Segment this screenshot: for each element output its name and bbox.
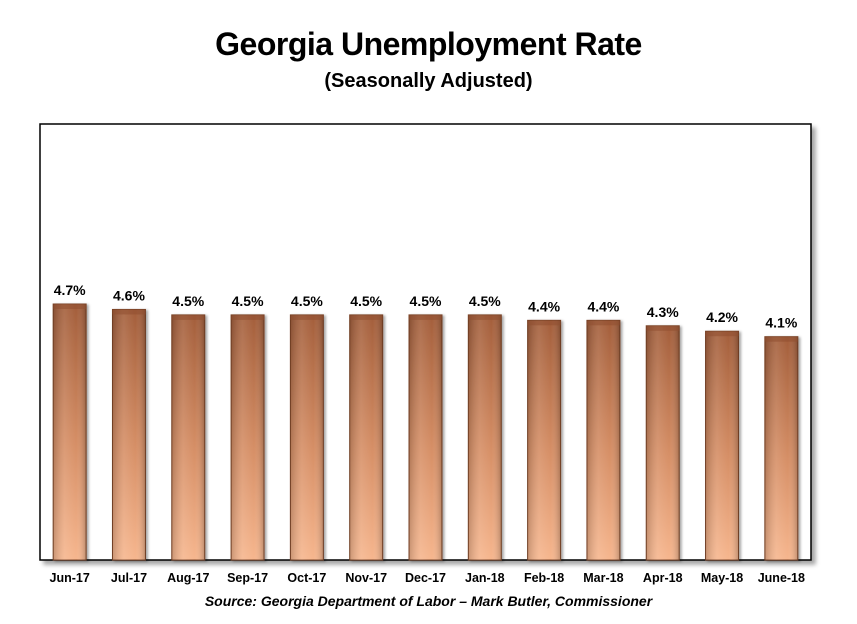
bar-shine xyxy=(112,309,146,560)
bar-shine xyxy=(171,314,205,560)
data-label-Apr-18: 4.3% xyxy=(647,304,679,320)
bar-cap xyxy=(764,336,798,342)
bar-Jul-17 xyxy=(111,308,146,561)
data-label-Nov-17: 4.5% xyxy=(350,293,382,309)
data-label-June-18: 4.1% xyxy=(765,315,797,331)
bar-cap xyxy=(112,309,146,315)
x-tick-label-Feb-18: Feb-18 xyxy=(524,571,564,585)
bar-shine xyxy=(53,304,87,560)
bar-shine xyxy=(349,314,383,560)
bar-cap xyxy=(53,304,87,309)
bar-Jun-17 xyxy=(52,303,87,561)
bar-cap xyxy=(646,325,680,331)
bar-Feb-18 xyxy=(527,319,562,561)
data-label-Dec-17: 4.5% xyxy=(410,293,442,309)
bar-May-18 xyxy=(705,330,740,561)
x-tick-label-Nov-17: Nov-17 xyxy=(345,571,387,585)
data-label-Aug-17: 4.5% xyxy=(172,293,204,309)
bar-cap xyxy=(349,314,383,320)
bar-Apr-18 xyxy=(645,325,680,561)
bar-Nov-17 xyxy=(349,314,384,561)
x-tick-label-Jan-18: Jan-18 xyxy=(465,571,505,585)
bar-shine xyxy=(409,314,442,560)
bar-shine xyxy=(646,325,680,560)
bar-Mar-18 xyxy=(586,319,621,561)
bar-Dec-17 xyxy=(408,314,443,561)
bar-cap xyxy=(527,320,561,326)
bar-shine xyxy=(764,336,798,560)
chart-title: Georgia Unemployment Rate xyxy=(215,26,642,62)
x-tick-label-Sep-17: Sep-17 xyxy=(227,571,268,585)
data-label-Jul-17: 4.6% xyxy=(113,287,145,303)
x-tick-label-Mar-18: Mar-18 xyxy=(583,571,623,585)
bar-shine xyxy=(231,314,265,560)
x-tick-label-Dec-17: Dec-17 xyxy=(405,571,446,585)
bar-shine xyxy=(468,314,502,560)
bar-cap xyxy=(586,320,620,326)
bar-shine xyxy=(290,314,324,560)
x-tick-label-Oct-17: Oct-17 xyxy=(287,571,326,585)
bar-cap xyxy=(468,314,502,320)
data-label-May-18: 4.2% xyxy=(706,309,738,325)
bar-Oct-17 xyxy=(289,314,324,561)
bar-June-18 xyxy=(764,336,799,561)
data-label-Sep-17: 4.5% xyxy=(232,293,264,309)
bar-Sep-17 xyxy=(230,314,265,561)
data-label-Feb-18: 4.4% xyxy=(528,298,560,314)
bar-cap xyxy=(290,314,324,320)
bar-shine xyxy=(527,320,561,560)
bar-cap xyxy=(171,314,205,320)
x-tick-label-May-18: May-18 xyxy=(701,571,743,585)
bar-Jan-18 xyxy=(467,314,502,561)
data-label-Mar-18: 4.4% xyxy=(587,298,619,314)
x-tick-label-Aug-17: Aug-17 xyxy=(167,571,209,585)
bar-cap xyxy=(409,314,442,320)
chart-subtitle: (Seasonally Adjusted) xyxy=(324,70,533,92)
x-tick-label-Jul-17: Jul-17 xyxy=(111,571,147,585)
data-label-Oct-17: 4.5% xyxy=(291,293,323,309)
data-label-Jun-17: 4.7% xyxy=(54,282,86,298)
bar-shine xyxy=(586,320,620,560)
x-tick-label-Jun-17: Jun-17 xyxy=(50,571,90,585)
x-tick-label-Apr-18: Apr-18 xyxy=(643,571,683,585)
source-note: Source: Georgia Department of Labor – Ma… xyxy=(204,593,653,609)
bar-cap xyxy=(705,331,739,337)
bar-shine xyxy=(705,331,739,560)
x-tick-label-June-18: June-18 xyxy=(758,571,805,585)
data-label-Jan-18: 4.5% xyxy=(469,293,501,309)
bar-Aug-17 xyxy=(171,314,206,561)
bar-cap xyxy=(231,314,265,320)
